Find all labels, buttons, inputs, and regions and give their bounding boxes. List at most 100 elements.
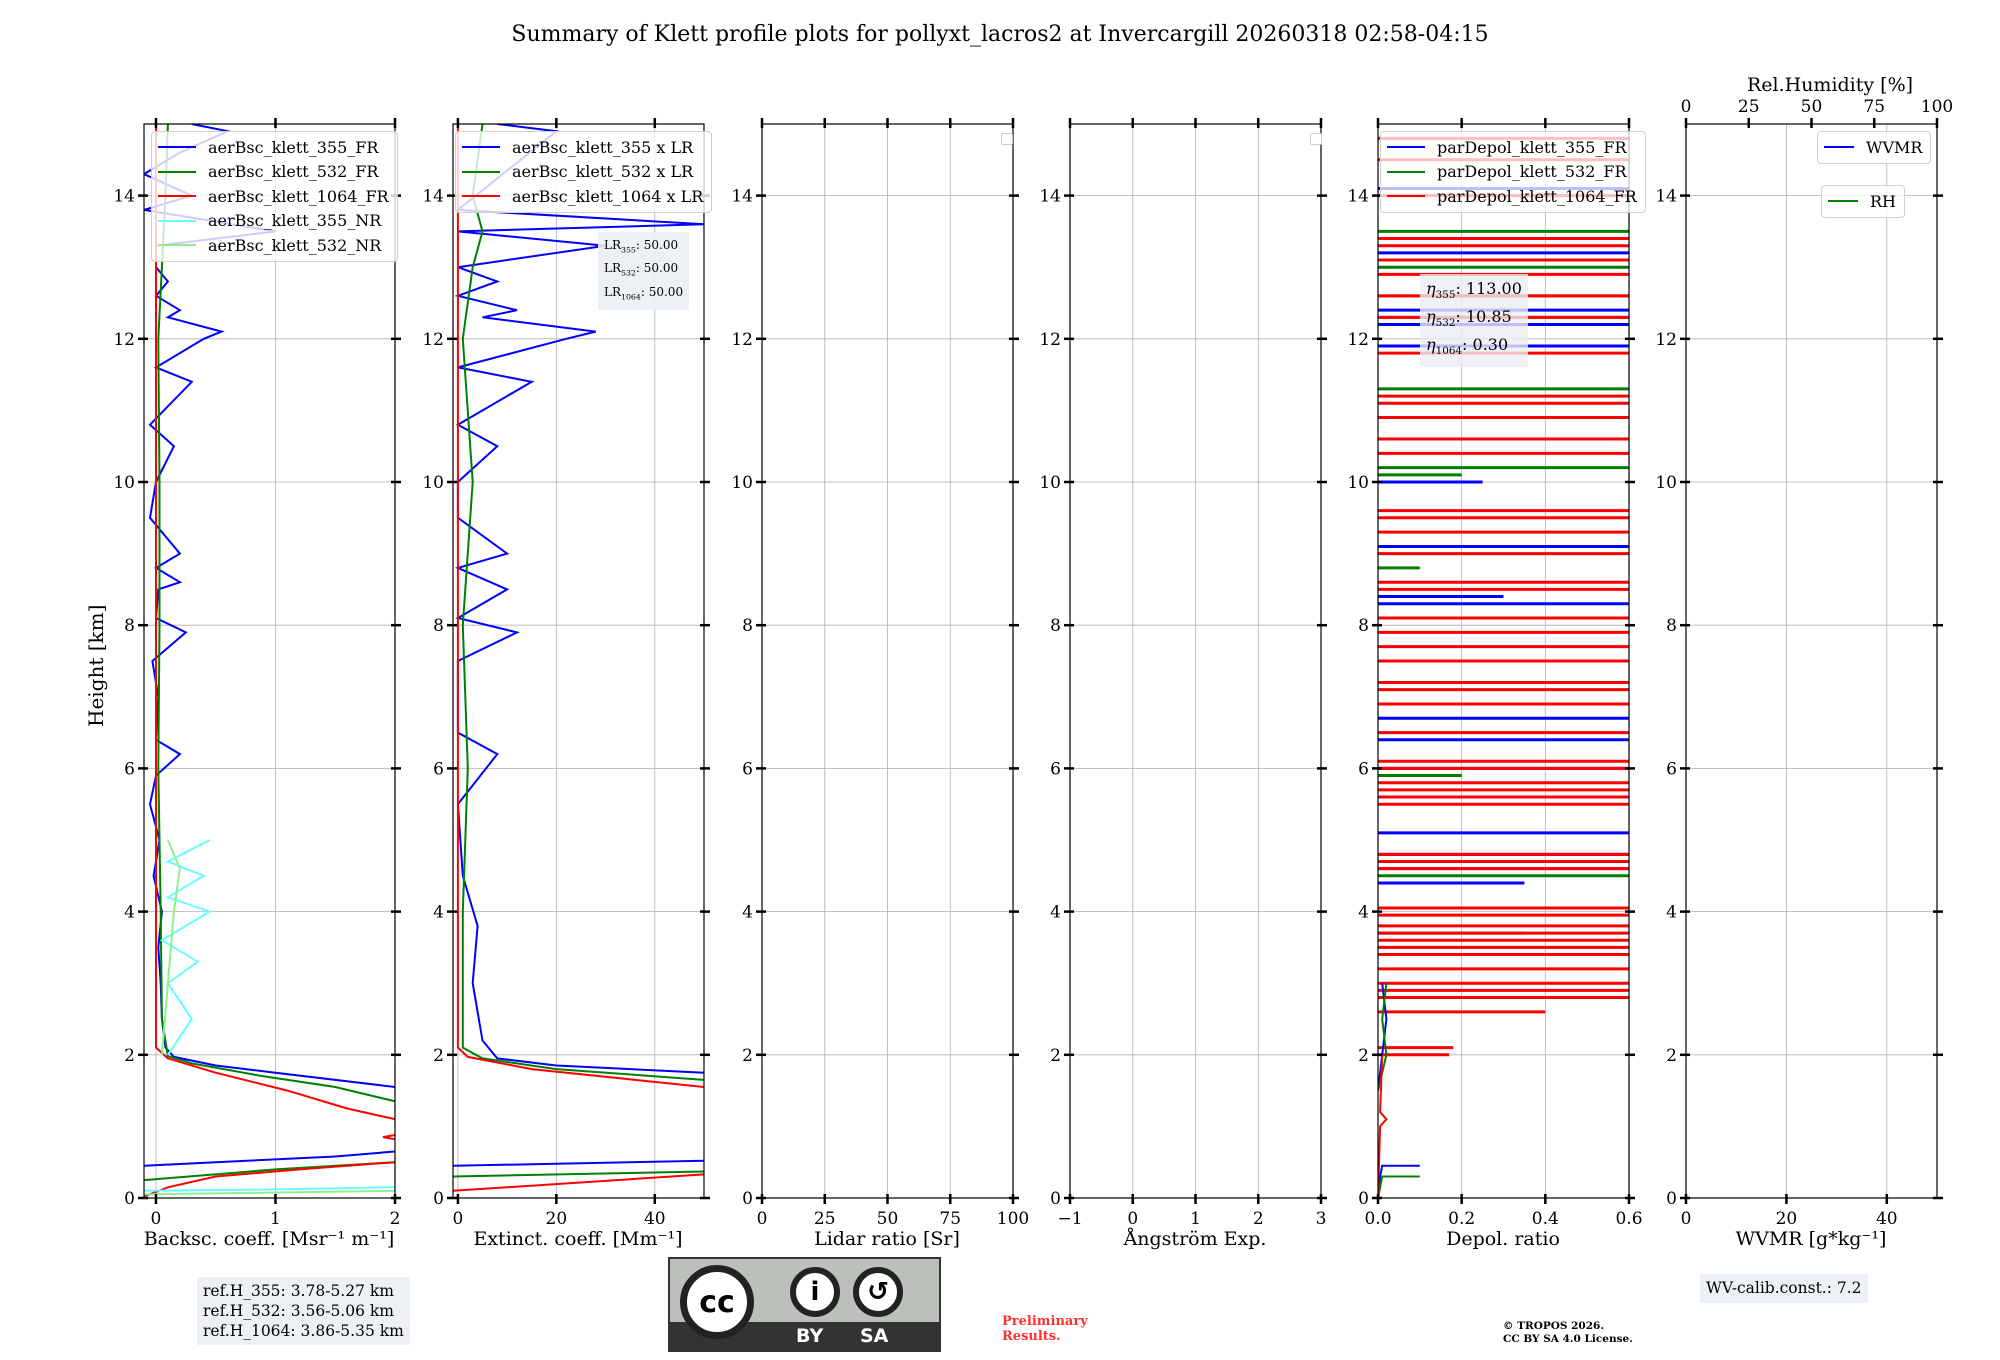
lidar-ratio-box: LR355: 50.00 LR532: 50.00 LR1064: 50.00	[598, 232, 690, 311]
legend-swatch	[462, 170, 500, 173]
y-tick-label: 10	[1655, 473, 1677, 493]
xlabel-lidar-ratio: Lidar ratio [Sr]	[814, 1228, 960, 1250]
x-tick-label: 75	[939, 1209, 961, 1229]
y-tick-label: 12	[113, 330, 135, 350]
y-tick-label: 6	[742, 759, 753, 779]
x-tick-label: 0.6	[1615, 1209, 1642, 1229]
series-line-aerBsc_klett_355_NR	[159, 839, 213, 1056]
y-tick-label: 8	[742, 616, 753, 636]
x-tick-label: 20	[1776, 1209, 1798, 1229]
x-tick-label: 20	[546, 1209, 568, 1229]
x-tick-label: 0	[1681, 1209, 1692, 1229]
y-tick-label: 8	[124, 616, 135, 636]
data-layer	[144, 124, 395, 1198]
y-tick-label: 0	[1358, 1189, 1369, 1209]
y-tick-label: 14	[1655, 187, 1677, 207]
series-line-aerBsc_klett_532 x LR	[461, 124, 704, 1081]
legend-swatch	[158, 195, 196, 198]
legend-rh: RH	[1821, 185, 1905, 218]
legend-swatch	[462, 195, 500, 198]
y-tick-label: 8	[1666, 616, 1677, 636]
x-tick-label: 40	[644, 1209, 666, 1229]
rh-tick-label: 25	[1738, 97, 1760, 117]
series-line-parDepol_klett_532_FR	[1378, 1175, 1420, 1198]
y-tick-label: 12	[1347, 330, 1369, 350]
eta532-value: 10.85	[1465, 307, 1512, 327]
y-tick-label: 14	[1347, 187, 1369, 207]
share-alike-icon: ↺	[853, 1267, 903, 1317]
preliminary-line: Results.	[1002, 1329, 1061, 1344]
x-tick-label: 2	[390, 1209, 401, 1229]
sa-label: SA	[860, 1325, 889, 1347]
y-tick-label: 8	[1358, 616, 1369, 636]
y-tick-label: 2	[433, 1046, 444, 1066]
ref-height-355: ref.H_355: 3.78-5.27 km	[203, 1282, 394, 1300]
legend-swatch	[1387, 170, 1425, 173]
preliminary-line: Preliminary	[1002, 1314, 1088, 1329]
y-tick-label: 4	[1666, 903, 1677, 923]
y-tick-label: 0	[1666, 1189, 1677, 1209]
legend-swatch	[1387, 195, 1425, 198]
legend-swatch	[1828, 200, 1858, 203]
ref-height-532: ref.H_532: 3.56-5.06 km	[203, 1302, 394, 1320]
copyright-note: © TROPOS 2026. CC BY SA 4.0 License.	[1503, 1320, 1633, 1346]
legend-label: parDepol_klett_355_FR	[1437, 137, 1627, 157]
lr1064-value: 50.00	[648, 284, 684, 299]
data-layer	[453, 124, 704, 1192]
xlabel-backscatter: Backsc. coeff. [Msr⁻¹ m⁻¹]	[143, 1228, 395, 1250]
x-tick-label: 1	[1190, 1209, 1201, 1229]
y-tick-label: 4	[1358, 903, 1369, 923]
y-tick-label: 10	[422, 473, 444, 493]
eta-box: η355: 113.00 η532: 10.85 η1064: 0.30	[1420, 274, 1528, 367]
series-line-aerBsc_klett_1064 x LR	[453, 1173, 704, 1192]
x-tick-label: 0	[151, 1209, 162, 1229]
x-tick-label: 0	[1127, 1209, 1138, 1229]
series-line-aerBsc_klett_532_FR	[157, 124, 395, 1103]
axes-frame	[143, 123, 396, 1199]
series-line-aerBsc_klett_1064_FR	[382, 1134, 395, 1141]
legend-depol: parDepol_klett_355_FR parDepol_klett_532…	[1380, 131, 1646, 213]
empty-legend-lidar-ratio	[1001, 133, 1013, 145]
series-line-aerBsc_klett_355_FR	[144, 124, 395, 1088]
x-tick-label: −1	[1057, 1209, 1082, 1229]
x-tick-label: 50	[877, 1209, 899, 1229]
y-axis-label: Height [km]	[84, 604, 108, 727]
y-tick-label: 10	[113, 473, 135, 493]
legend-label: WVMR	[1866, 137, 1923, 157]
y-tick-label: 0	[742, 1189, 753, 1209]
legend-label: aerBsc_klett_355_NR	[208, 211, 382, 231]
series-line-parDepol_klett_1064_FR	[1378, 1054, 1388, 1198]
y-tick-label: 2	[124, 1046, 135, 1066]
cc-icon: cc	[680, 1265, 754, 1339]
axes-frame	[452, 123, 705, 1199]
xlabel-depol: Depol. ratio	[1446, 1228, 1560, 1250]
reference-height-box: ref.H_355: 3.78-5.27 km ref.H_532: 3.56-…	[197, 1277, 410, 1345]
y-tick-label: 2	[1050, 1046, 1061, 1066]
y-tick-label: 10	[1347, 473, 1369, 493]
legend-label: aerBsc_klett_532 x LR	[512, 162, 694, 182]
y-tick-label: 6	[124, 759, 135, 779]
y-tick-label: 4	[433, 903, 444, 923]
x-tick-label: 0.4	[1532, 1209, 1559, 1229]
y-tick-label: 14	[422, 187, 444, 207]
y-tick-label: 2	[742, 1046, 753, 1066]
legend-label: aerBsc_klett_1064_FR	[208, 186, 389, 206]
figure-title: Summary of Klett profile plots for polly…	[511, 22, 1489, 47]
eta355-value: 113.00	[1465, 279, 1522, 298]
panel-3: 0 2 4 6 8 10 12 14 0 25 50 75 100	[731, 118, 1029, 1229]
legend-label: RH	[1870, 191, 1896, 211]
y-tick-label: 4	[742, 903, 753, 923]
series-line-parDepol_klett_355_FR	[1378, 1164, 1420, 1198]
y-tick-label: 12	[1039, 330, 1061, 350]
y-tick-label: 4	[124, 903, 135, 923]
x-tick-label: 0.2	[1448, 1209, 1475, 1229]
legend-label: aerBsc_klett_355_FR	[208, 137, 379, 157]
cc-by-sa-badge: cc i ↺ BY SA	[668, 1257, 941, 1352]
ref-height-1064: ref.H_1064: 3.86-5.35 km	[203, 1322, 404, 1340]
series-line-aerBsc_klett_355_NR	[144, 1186, 395, 1192]
legend-label: aerBsc_klett_355 x LR	[512, 137, 694, 157]
y-tick-label: 6	[1666, 759, 1677, 779]
y-tick-label: 12	[1655, 330, 1677, 350]
legend-swatch	[158, 244, 196, 247]
